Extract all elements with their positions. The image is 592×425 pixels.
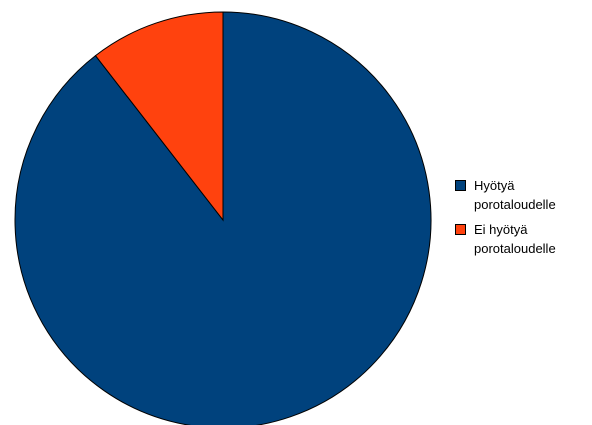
- pie-slices: [14, 11, 432, 425]
- legend-label-1: Ei hyötyä porotaloudelle: [474, 222, 556, 256]
- legend-item-1: Ei hyötyä porotaloudelle: [455, 220, 556, 258]
- legend-item-0: Hyötyä porotaloudelle: [455, 176, 556, 214]
- pie-slice-0: [14, 11, 432, 425]
- legend-swatch-0: [455, 180, 466, 191]
- chart-legend: Hyötyä porotaloudelle Ei hyötyä porotalo…: [455, 176, 556, 264]
- legend-label-0: Hyötyä porotaloudelle: [474, 178, 556, 212]
- pie-slice-1: [94, 11, 224, 222]
- legend-swatch-1: [455, 224, 466, 235]
